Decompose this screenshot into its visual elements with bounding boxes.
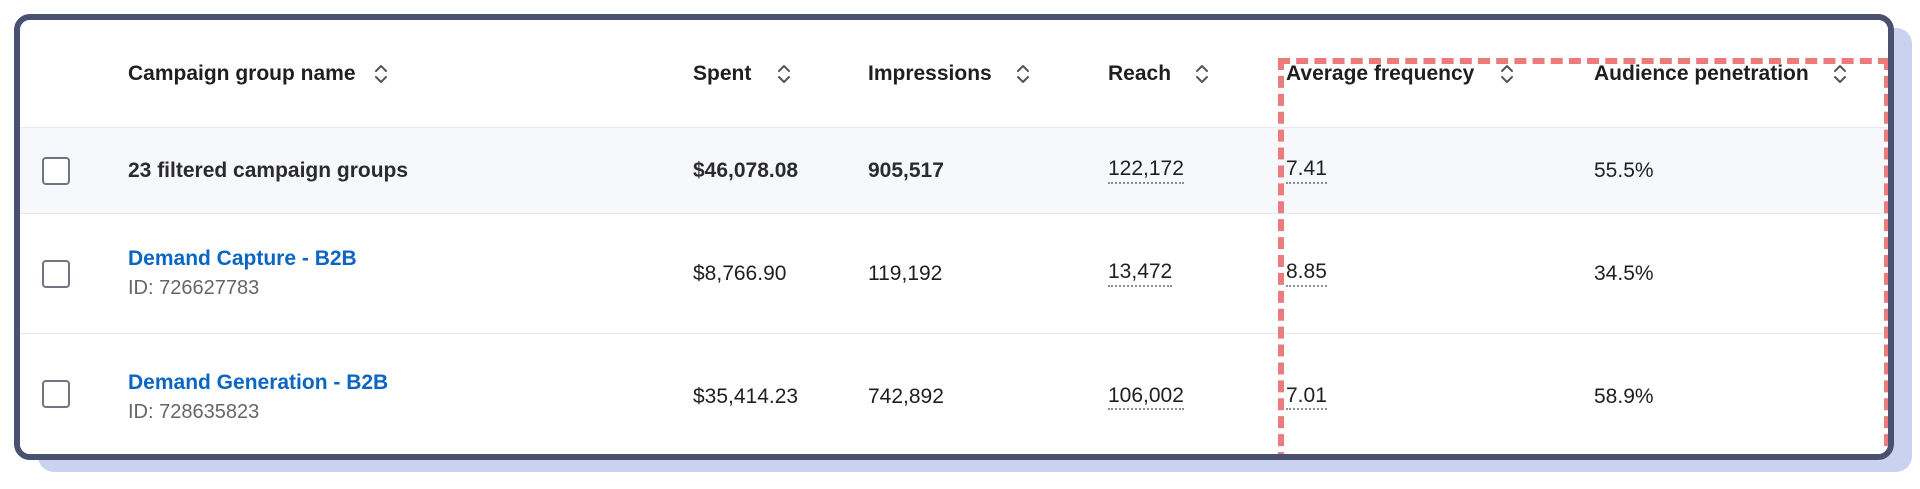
- sort-icon[interactable]: [777, 63, 791, 85]
- summary-label: 23 filtered campaign groups: [128, 158, 409, 182]
- spent-value: $8,766.90: [693, 261, 787, 285]
- campaign-group-id: ID: 726627783: [128, 277, 260, 299]
- sort-icon[interactable]: [1016, 63, 1030, 85]
- campaign-group-link[interactable]: Demand Capture - B2B: [128, 247, 357, 270]
- sort-icon[interactable]: [1833, 63, 1847, 85]
- frequency-cell: 8.85: [1286, 214, 1327, 333]
- summary-spent: $46,078.08: [693, 158, 799, 182]
- sort-icon[interactable]: [374, 63, 388, 85]
- reach-value[interactable]: 13,472: [1108, 260, 1173, 287]
- audience-penetration-value: 58.9%: [1594, 385, 1654, 408]
- summary-frequency-cell: 7.41: [1286, 128, 1327, 213]
- summary-average-frequency[interactable]: 7.41: [1286, 157, 1327, 184]
- table-header: Campaign group name Spent Impressions Re…: [20, 20, 1888, 128]
- impressions-value: 119,192: [868, 261, 943, 285]
- table-row: Demand Generation - B2B ID: 728635823 $3…: [20, 334, 1888, 454]
- column-header-average-frequency[interactable]: Average frequency: [1286, 20, 1514, 127]
- campaign-group-id: ID: 728635823: [128, 400, 260, 423]
- summary-impressions: 905,517: [868, 158, 944, 182]
- reach-cell: 13,472: [1108, 214, 1173, 333]
- summary-row: 23 filtered campaign groups $46,078.08 9…: [20, 128, 1888, 214]
- column-header-reach[interactable]: Reach: [1108, 20, 1209, 127]
- column-header-audience-penetration[interactable]: Audience penetration: [1594, 20, 1847, 127]
- impressions-value: 742,892: [868, 385, 944, 408]
- campaign-groups-table: Campaign group name Spent Impressions Re…: [14, 14, 1894, 460]
- audience-penetration-value: 34.5%: [1594, 261, 1654, 285]
- summary-audience-penetration: 55.5%: [1594, 158, 1654, 182]
- reach-cell: 106,002: [1108, 334, 1184, 454]
- frequency-cell: 7.01: [1286, 334, 1327, 454]
- reach-value[interactable]: 106,002: [1108, 384, 1184, 411]
- row-checkbox[interactable]: [42, 380, 70, 408]
- campaign-group-link[interactable]: Demand Generation - B2B: [128, 370, 389, 394]
- sort-icon[interactable]: [1195, 63, 1209, 85]
- average-frequency-value[interactable]: 8.85: [1286, 260, 1327, 287]
- campaign-name-cell: Demand Capture - B2B ID: 726627783: [128, 214, 357, 333]
- spent-value: $35,414.23: [693, 385, 799, 408]
- sort-icon[interactable]: [1500, 63, 1514, 85]
- select-all-checkbox[interactable]: [42, 157, 70, 185]
- column-header-name[interactable]: Campaign group name: [128, 20, 388, 127]
- summary-reach-cell: 122,172: [1108, 128, 1184, 213]
- table-row: Demand Capture - B2B ID: 726627783 $8,76…: [20, 214, 1888, 334]
- column-header-spent[interactable]: Spent: [693, 20, 791, 127]
- campaign-name-cell: Demand Generation - B2B ID: 728635823: [128, 334, 389, 454]
- column-header-impressions[interactable]: Impressions: [868, 20, 1030, 127]
- row-checkbox[interactable]: [42, 260, 70, 288]
- average-frequency-value[interactable]: 7.01: [1286, 384, 1327, 411]
- summary-reach[interactable]: 122,172: [1108, 157, 1184, 184]
